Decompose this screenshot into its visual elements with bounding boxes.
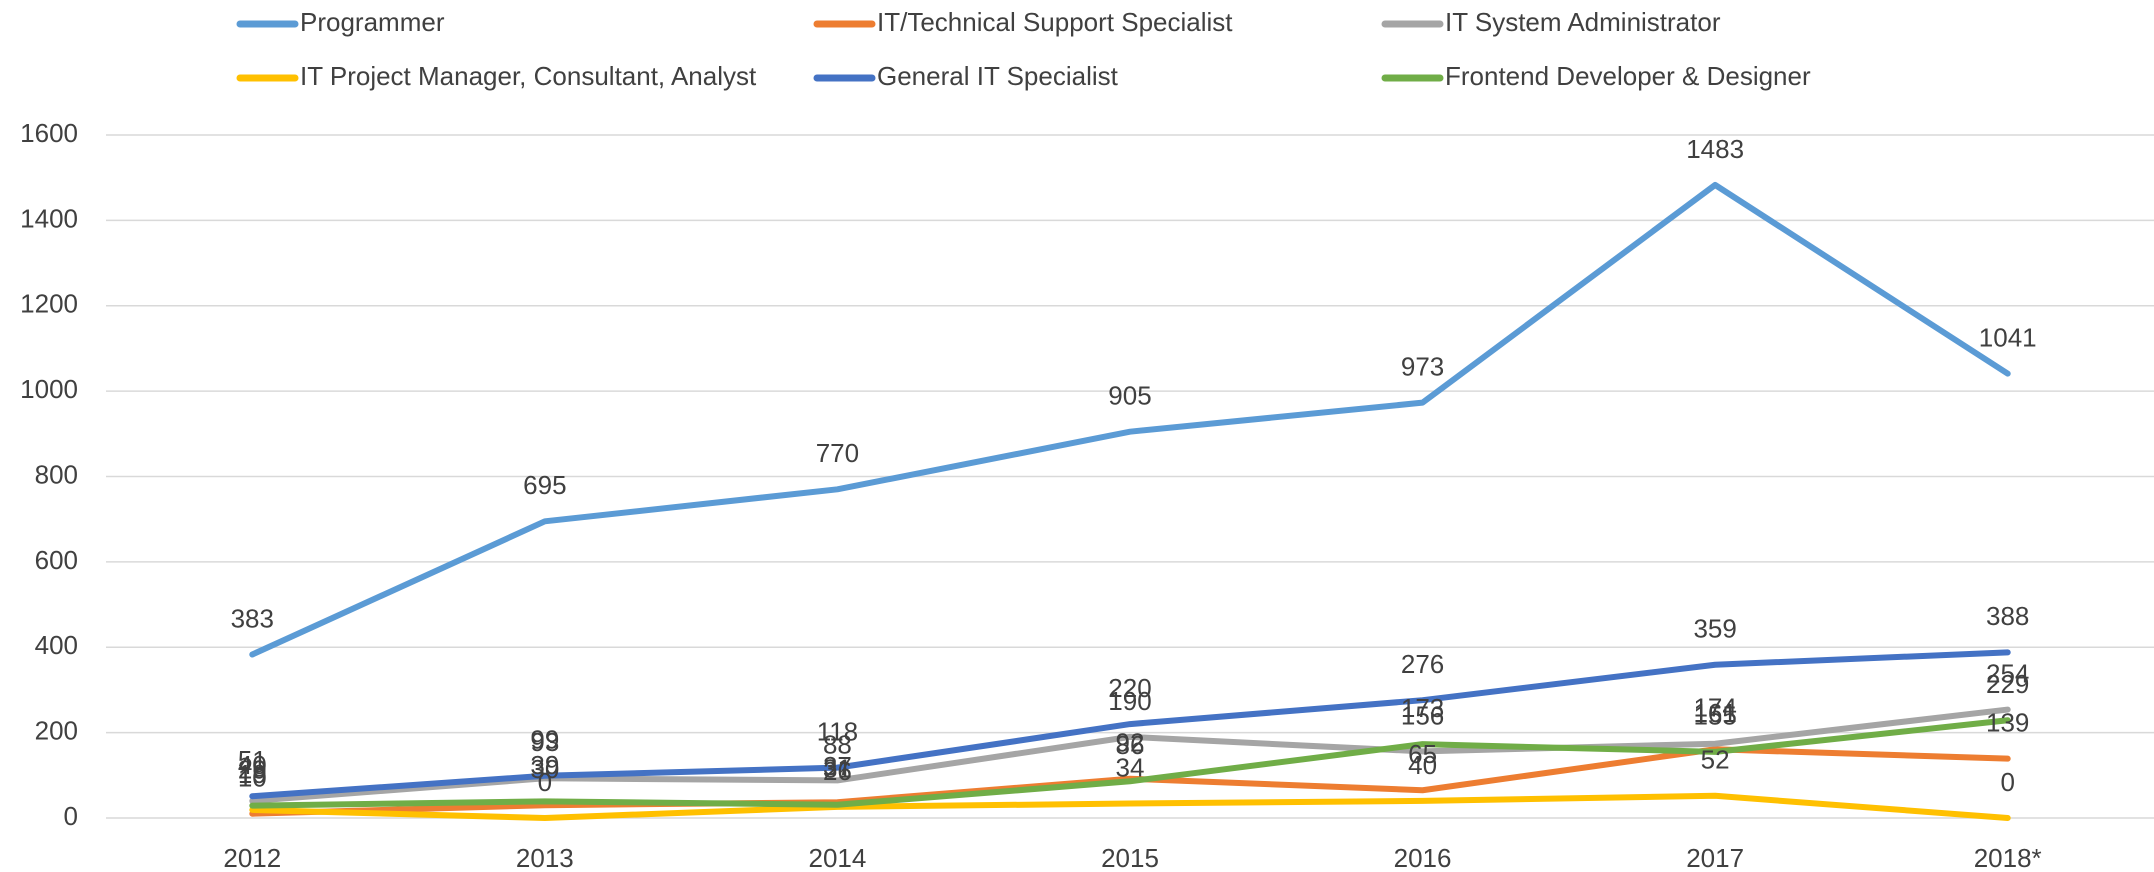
data-label: 52 [1701,745,1730,775]
data-label: 174 [1693,693,1736,723]
data-label: 383 [231,603,274,633]
data-label: 229 [1986,669,2029,699]
y-tick-label: 0 [64,801,78,831]
x-tick-label: 2013 [516,843,574,872]
series-line [249,792,2011,821]
data-label: 220 [1108,673,1151,703]
x-tick-label: 2016 [1394,843,1452,872]
y-tick-label: 600 [35,545,78,575]
data-label: 37 [823,751,852,781]
data-label: 0 [2000,767,2014,797]
data-label: 30 [530,754,559,784]
y-tick-label: 1200 [20,289,78,319]
x-tick-label: 2018* [1974,843,2042,872]
legend-label: IT/Technical Support Specialist [877,7,1233,37]
data-label: 99 [530,725,559,755]
legend-label: IT System Administrator [1445,7,1721,37]
data-label: 388 [1986,601,2029,631]
y-tick-label: 800 [35,459,78,489]
data-label: 31 [823,754,852,784]
data-label: 40 [238,750,267,780]
data-label: 770 [816,438,859,468]
y-tick-label: 1000 [20,374,78,404]
data-label: 39 [530,750,559,780]
data-label: 973 [1401,352,1444,382]
data-label: 156 [1401,700,1444,730]
legend-label: Programmer [300,7,445,37]
data-label: 86 [1116,730,1145,760]
data-label: 92 [1116,728,1145,758]
x-tick-label: 2014 [809,843,867,872]
data-label: 65 [1408,739,1437,769]
legend-label: IT Project Manager, Consultant, Analyst [300,61,757,91]
series-line [249,649,2011,800]
data-label: 695 [523,470,566,500]
legend-label: General IT Specialist [877,61,1119,91]
data-label: 161 [1693,698,1736,728]
series-line [249,717,2011,809]
data-label: 359 [1693,614,1736,644]
data-label: 276 [1401,649,1444,679]
y-tick-label: 1600 [20,118,78,148]
data-label: 40 [1408,750,1437,780]
x-tick-label: 2012 [223,843,281,872]
x-tick-label: 2017 [1686,843,1744,872]
data-label: 173 [1401,693,1444,723]
x-tick-label: 2015 [1101,843,1159,872]
data-label: 19 [238,759,267,789]
data-label: 88 [823,729,852,759]
legend-label: Frontend Developer & Designer [1445,61,1811,91]
data-label: 155 [1693,701,1736,731]
data-label: 905 [1108,381,1151,411]
data-label: 10 [238,763,267,793]
data-label: 51 [238,745,267,775]
y-tick-label: 200 [35,716,78,746]
series-line [249,181,2011,658]
data-label: 139 [1986,708,2029,738]
y-tick-label: 400 [35,630,78,660]
data-label: 0 [538,767,552,797]
data-label: 1041 [1979,322,2037,352]
data-label: 34 [1116,752,1145,782]
data-label: 254 [1986,658,2029,688]
data-label: 118 [817,717,858,747]
data-label: 1483 [1686,134,1744,164]
data-label: 29 [238,754,267,784]
data-label: 26 [823,756,852,786]
y-tick-label: 1400 [20,203,78,233]
data-label: 93 [530,727,559,757]
data-label: 190 [1108,686,1151,716]
